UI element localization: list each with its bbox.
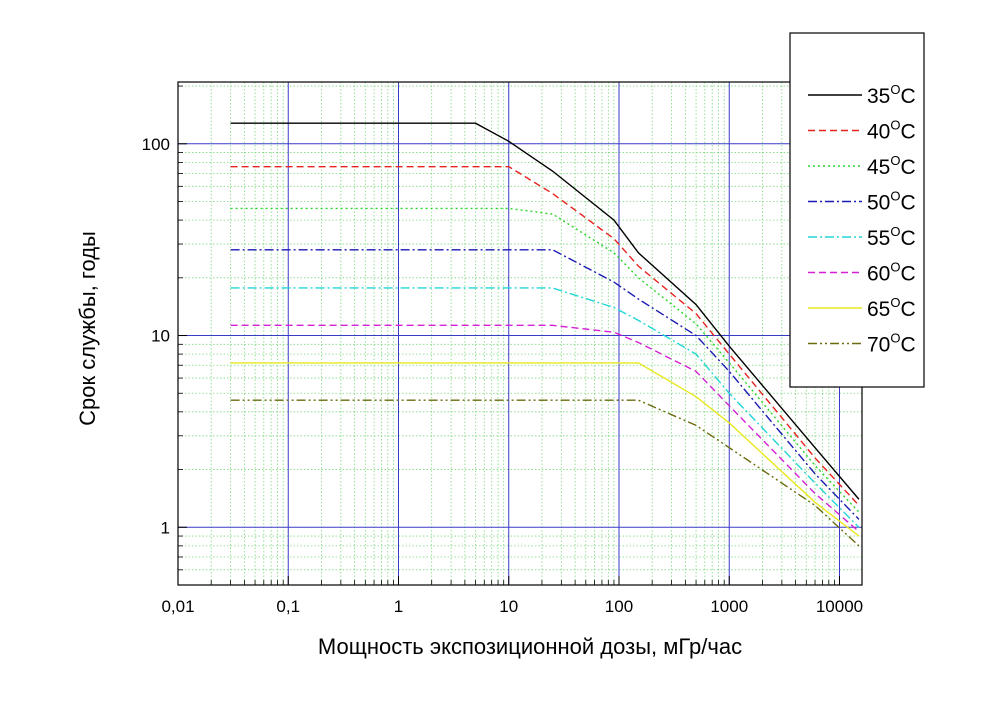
x-tick-label: 1000: [710, 597, 748, 616]
axis-ticks: [177, 85, 840, 586]
series-line-50c: [230, 249, 860, 520]
series-line-55c: [230, 287, 860, 528]
legend-label-65c: 65OC: [867, 295, 916, 321]
legend-label-45c: 45OC: [867, 153, 916, 179]
legend-box: [789, 32, 925, 388]
legend-label-40c: 40OC: [867, 118, 916, 144]
series-line-65c: [230, 362, 860, 537]
series-line-40c: [230, 165, 860, 506]
legend-label-35c: 35OC: [867, 82, 916, 108]
series-line-70c: [230, 399, 860, 547]
x-tick-label: 0,01: [161, 597, 194, 616]
series-layer: [230, 122, 860, 547]
x-axis-label: Мощность экспозиционной дозы, мГр/час: [318, 634, 742, 659]
legend: 35OC 40OC 45OC 50OC 55OC 60OC 65OC 70OC: [789, 32, 925, 388]
y-tick-labels: 1 10 100: [142, 135, 170, 537]
x-tick-label: 1: [394, 597, 403, 616]
x-tick-label: 10000: [816, 597, 863, 616]
legend-label-70c: 70OC: [867, 331, 916, 357]
major-grid: [178, 82, 862, 585]
legend-label-55c: 55OC: [867, 224, 916, 250]
x-tick-label: 10: [499, 597, 518, 616]
series-line-45c: [230, 207, 860, 513]
y-axis-label: Срок службы, годы: [75, 231, 100, 426]
x-tick-labels: 0,01 0,1 1 10 100 1000 10000: [161, 597, 863, 616]
plot-frame: [177, 81, 863, 586]
series-line-35c: [230, 122, 860, 500]
x-tick-label: 0,1: [276, 597, 300, 616]
legend-label-60c: 60OC: [867, 260, 916, 286]
minor-grid: [178, 82, 862, 586]
y-tick-label: 1: [161, 518, 170, 537]
series-line-60c: [230, 324, 860, 533]
x-tick-label: 100: [605, 597, 633, 616]
y-tick-label: 10: [151, 327, 170, 346]
y-tick-label: 100: [142, 135, 170, 154]
legend-label-50c: 50OC: [867, 189, 916, 215]
